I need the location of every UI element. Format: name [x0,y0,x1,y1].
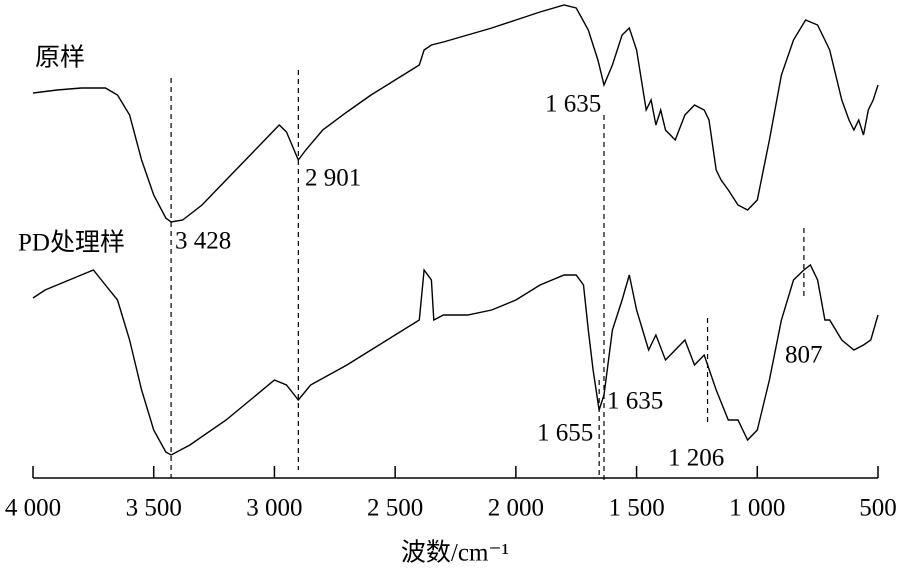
x-tick-label: 2 500 [367,495,423,522]
peak-label: 3 428 [175,228,231,255]
x-tick-label: 3 500 [126,495,182,522]
peak-label: 1 635 [607,388,663,415]
peak-label: 1 655 [537,420,593,447]
peak-label: 1 206 [668,445,724,472]
spectrum-line [32,263,879,456]
peak-label: 1 635 [545,91,601,118]
x-tick-label: 4 000 [5,495,61,522]
x-tick-label: 1 000 [729,495,785,522]
x-tick-label: 3 000 [246,495,302,522]
x-tick-label: 1 500 [608,495,664,522]
x-axis-label: 波数/cm⁻¹ [401,539,509,567]
series-label: 原样 [35,44,85,72]
x-tick-label: 500 [859,495,897,522]
peak-label: 807 [785,342,823,369]
peak-label: 2 901 [305,165,361,192]
x-tick-label: 2 000 [488,495,544,522]
series-label: PD处理样 [18,229,125,257]
spectrum-line [32,4,879,223]
